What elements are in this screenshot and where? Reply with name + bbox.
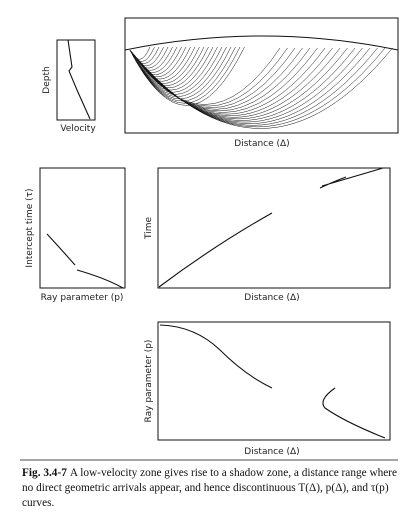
curve: [159, 324, 273, 389]
panel-frame: [157, 167, 391, 289]
surface: [124, 35, 399, 51]
axis-label: Depth: [42, 66, 52, 93]
ray: [129, 47, 386, 127]
ray: [129, 47, 363, 123]
curve: [76, 269, 124, 289]
axis-label: Time: [144, 217, 154, 240]
caption-text: A low-velocity zone gives rise to a shad…: [22, 467, 398, 509]
ray: [129, 47, 393, 129]
panel-frame: [157, 321, 391, 441]
panel-frame: [39, 167, 126, 289]
axis-label: Velocity: [60, 124, 96, 134]
curve: [158, 212, 273, 288]
panel-frame: [124, 17, 399, 134]
curve: [319, 167, 384, 189]
axis-label: Distance (Δ): [244, 447, 299, 457]
axis-label: Distance (Δ): [234, 139, 289, 149]
curve: [322, 387, 386, 439]
caption-label: Fig. 3.4-7: [22, 467, 67, 479]
caption: Fig. 3.4-7 A low-velocity zone gives rise…: [22, 466, 400, 511]
axis-label: Ray parameter (p): [41, 293, 124, 303]
curve: [46, 233, 76, 266]
axis-label: Ray parameter (p): [144, 340, 154, 423]
panel-frame: [56, 39, 96, 121]
velocity-profile: [67, 39, 91, 120]
ray-fan: [124, 35, 399, 129]
axis-label: Distance (Δ): [244, 293, 299, 303]
axis-label: Intercept time (τ): [25, 188, 35, 267]
figure: Depth Velocity Distance (Δ) Intercept ti…: [20, 17, 399, 461]
